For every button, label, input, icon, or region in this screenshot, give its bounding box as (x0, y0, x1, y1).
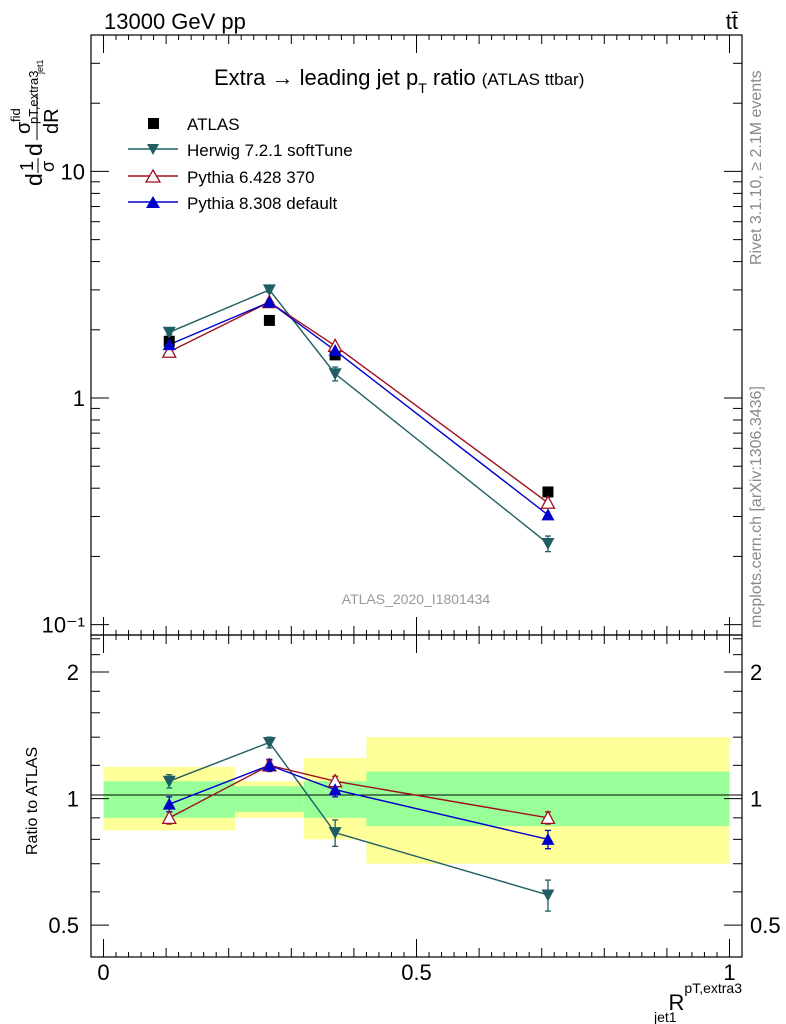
ratio-point (162, 775, 176, 788)
ratio-point (540, 809, 556, 824)
mcplots-label: mcplots.cern.ch [arXiv:1306.3436] (748, 386, 765, 628)
x-axis-label: RpT,extra3 jet1 (653, 980, 742, 1024)
legend-item-atlas: ATLAS (148, 115, 240, 134)
main-y-tick-label: 10 (61, 159, 85, 184)
svg-text:fid: fid (8, 108, 23, 122)
svg-text:Pythia 8.308 default: Pythia 8.308 default (187, 194, 338, 213)
ratio-plot-panel: 0.5 0.5 1 1 2 2 0 0.5 1 Ratio to ATLAS RpT,extra… (24, 634, 781, 1024)
ratio-point (161, 809, 177, 824)
main-point (162, 338, 176, 351)
ratio-point (162, 797, 176, 810)
ratio-y-tick-label-right: 1 (750, 787, 762, 812)
main-point (541, 538, 555, 551)
header-right: tt̄ (726, 9, 738, 34)
legend-item-herwig: Herwig 7.2.1 softTune (128, 141, 353, 160)
ratio-series-line (168, 764, 549, 819)
main-point (328, 344, 342, 357)
x-tick-label: 0 (97, 960, 109, 985)
main-point (540, 494, 556, 509)
ratio-y-tick-label-left: 2 (67, 660, 79, 685)
main-ylabel: d 1 σ d σ fid pT,extra3 jet1 dR (8, 59, 63, 186)
svg-text:d: d (21, 173, 47, 186)
main-y-tick-label: 1 (73, 386, 85, 411)
svg-text:σ: σ (38, 161, 58, 172)
analysis-watermark: ATLAS_2020_I1801434 (342, 591, 491, 607)
main-point (328, 368, 342, 381)
svg-text:Pythia 6.428 370: Pythia 6.428 370 (187, 168, 315, 187)
plot-title: Extra → leading jet pT ratio (ATLAS ttbar… (214, 65, 584, 96)
ratio-point (541, 889, 555, 902)
ratio-ylabel: Ratio to ATLAS (24, 747, 41, 855)
x-tick-label: 1 (723, 960, 735, 985)
ratio-point (262, 736, 276, 749)
svg-text:jet1: jet1 (35, 59, 45, 75)
main-series-line (168, 301, 549, 504)
uncertainty-band-inner (234, 786, 304, 812)
main-point (263, 314, 275, 326)
main-series-line (168, 289, 549, 545)
main-plot-panel: 10⁻¹ 1 10 Extra → leading jet pT ratio (ATL… (8, 34, 743, 638)
x-tick-label: 0.5 (401, 960, 432, 985)
ratio-series-line (168, 764, 549, 841)
main-point (162, 326, 176, 339)
main-point (262, 284, 276, 297)
ratio-y-tick-label-right: 2 (750, 660, 762, 685)
svg-text:1: 1 (17, 161, 37, 171)
legend-item-pythia6: Pythia 6.428 370 (128, 168, 315, 187)
ratio-y-tick-label-right: 0.5 (750, 913, 781, 938)
ratio-y-tick-label-left: 0.5 (48, 913, 79, 938)
ratio-point (541, 832, 555, 845)
svg-text:dR: dR (41, 108, 63, 134)
header-left: 13000 GeV pp (104, 9, 246, 34)
ratio-point (262, 758, 276, 771)
ratio-point (328, 783, 342, 796)
main-point (542, 486, 554, 498)
main-point (541, 508, 555, 521)
svg-text:d: d (21, 143, 47, 156)
main-point (161, 343, 177, 358)
ratio-point (328, 827, 342, 840)
main-point (262, 295, 276, 308)
legend: ATLAS Herwig 7.2.1 softTune Pythia 6.428… (128, 115, 353, 213)
rivet-label: Rivet 3.1.10, ≥ 2.1M events (748, 70, 765, 265)
svg-text:ATLAS: ATLAS (187, 115, 240, 134)
main-series-line (168, 301, 549, 516)
svg-text:Herwig 7.2.1 softTune: Herwig 7.2.1 softTune (187, 141, 353, 160)
main-y-tick-label: 10⁻¹ (42, 613, 85, 638)
svg-text:σ: σ (13, 121, 35, 134)
ratio-y-tick-label-left: 1 (67, 787, 79, 812)
legend-item-pythia8: Pythia 8.308 default (128, 194, 338, 213)
svg-text:pT,extra3: pT,extra3 (26, 71, 41, 124)
ratio-series-line (168, 741, 549, 896)
